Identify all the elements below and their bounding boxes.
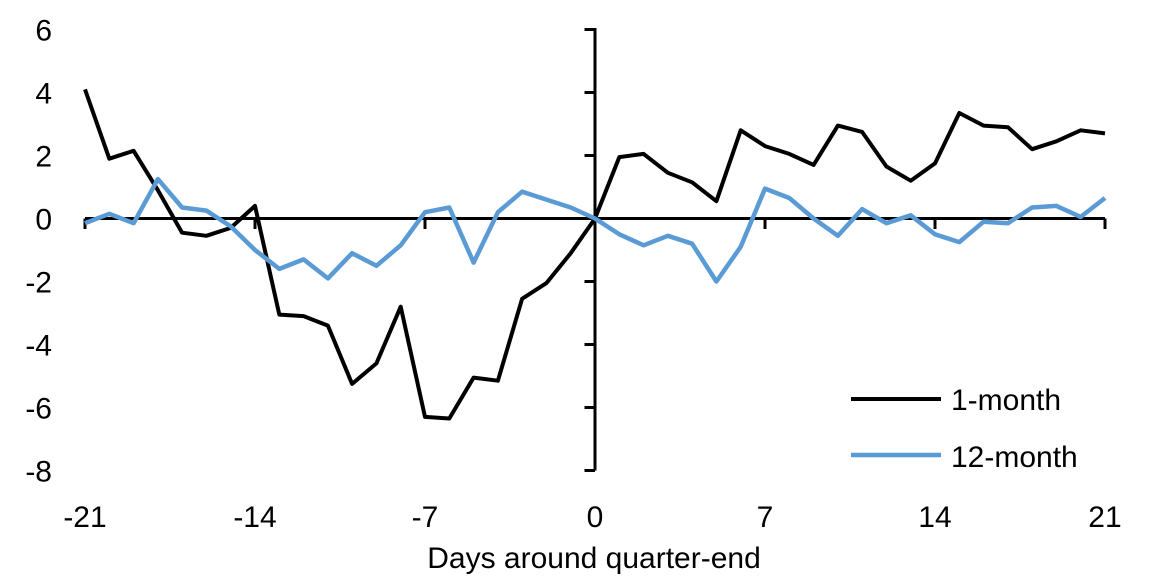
legend-label-1-month: 1-month — [951, 384, 1061, 417]
y-tick-label: 0 — [35, 204, 52, 237]
x-tick-label: -21 — [63, 501, 106, 534]
x-tick-labels: -21 -14 -7 0 7 14 21 — [63, 501, 1121, 534]
y-tick-marks — [584, 28, 595, 472]
x-tick-label: 0 — [587, 501, 604, 534]
legend: 1-month 12-month — [851, 384, 1078, 474]
y-tick-label: 4 — [35, 78, 52, 111]
legend-label-12-month: 12-month — [951, 441, 1078, 474]
x-tick-label: -7 — [412, 501, 439, 534]
y-tick-label: -2 — [25, 267, 52, 300]
x-tick-label: 7 — [757, 501, 774, 534]
x-tick-label: -14 — [233, 501, 276, 534]
y-tick-label: 2 — [35, 141, 52, 174]
x-axis-title: Days around quarter-end — [427, 542, 761, 575]
y-tick-label: -8 — [25, 456, 52, 489]
y-tick-label: 6 — [35, 15, 52, 48]
series-lines — [83, 88, 1107, 421]
y-tick-labels: 6 4 2 0 -2 -4 -6 -8 — [25, 15, 52, 489]
y-tick-label: -6 — [25, 393, 52, 426]
x-tick-label: 14 — [918, 501, 951, 534]
y-tick-label: -4 — [25, 330, 52, 363]
x-tick-label: 21 — [1088, 501, 1121, 534]
x-tick-marks — [83, 218, 1107, 229]
series-line-12-month — [84, 176, 1107, 284]
